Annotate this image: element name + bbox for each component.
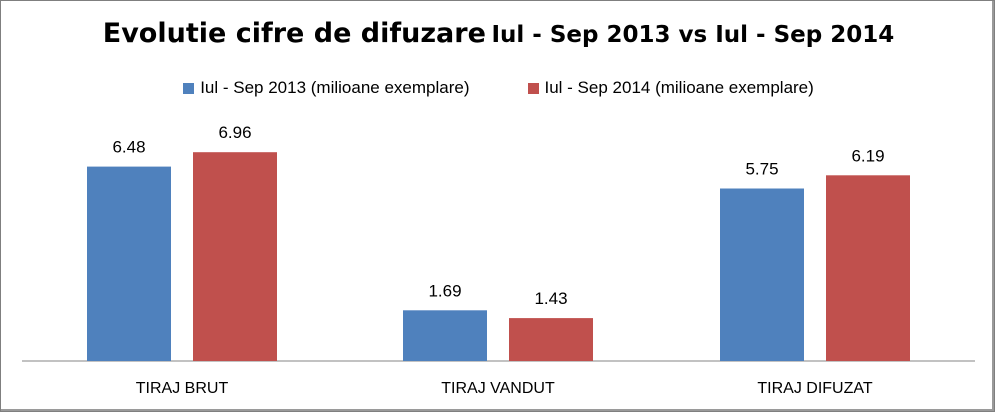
- legend-label-2013: Iul - Sep 2013 (milioane exemplare): [200, 78, 470, 97]
- legend-item-2014: Iul - Sep 2014 (milioane exemplare): [527, 78, 814, 98]
- bar-2014-2: [826, 175, 910, 361]
- legend-item-2013: Iul - Sep 2013 (milioane exemplare): [183, 78, 470, 98]
- data-label-2014-0: 6.96: [218, 123, 251, 142]
- data-label-2013-0: 6.48: [112, 138, 145, 157]
- chart-title: Evolutie cifre de difuzare Iul - Sep 201…: [0, 18, 997, 49]
- chart-title-sub: Iul - Sep 2013 vs Iul - Sep 2014: [491, 22, 895, 48]
- category-label-0: TIRAJ BRUT: [136, 380, 229, 397]
- data-label-2014-1: 1.43: [534, 289, 567, 308]
- bar-2013-1: [403, 310, 487, 361]
- bar-2014-1: [509, 318, 593, 361]
- category-label-1: TIRAJ VANDUT: [441, 380, 555, 397]
- data-label-2013-1: 1.69: [428, 281, 461, 300]
- bar-2013-0: [87, 166, 171, 361]
- chart-title-main: Evolutie cifre de difuzare: [102, 18, 486, 49]
- bar-2013-2: [720, 188, 804, 361]
- legend-label-2014: Iul - Sep 2014 (milioane exemplare): [544, 78, 814, 97]
- data-label-2013-2: 5.75: [745, 160, 778, 179]
- legend-swatch-2014: [527, 82, 539, 94]
- category-label-2: TIRAJ DIFUZAT: [757, 380, 872, 397]
- bar-2014-0: [193, 152, 277, 361]
- chart-legend: Iul - Sep 2013 (milioane exemplare) Iul …: [0, 78, 997, 98]
- data-label-2014-2: 6.19: [851, 146, 884, 165]
- legend-swatch-2013: [183, 82, 195, 94]
